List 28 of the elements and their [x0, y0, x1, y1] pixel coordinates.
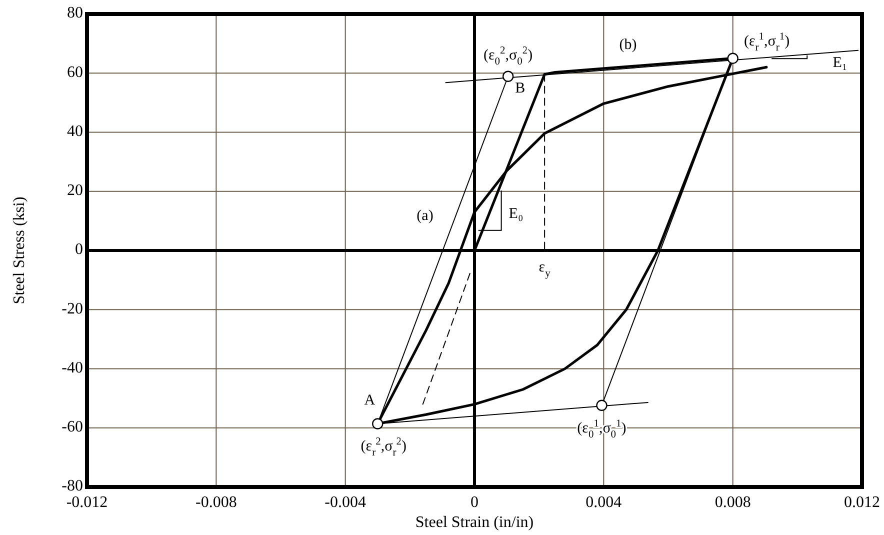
x-tick-label: 0.012: [844, 494, 880, 511]
x-axis-title: Steel Strain (in/in): [415, 514, 534, 531]
y-tick-label: -80: [62, 478, 83, 495]
y-tick-label: 40: [67, 122, 83, 140]
annotation: (ε$_{0}$$^{2}$,σ$_{0}$$^{2}$): [484, 45, 533, 68]
y-axis-title: Steel Stress (ksi): [11, 196, 28, 304]
annotation: A: [364, 393, 376, 410]
x-tick-label: -0.004: [324, 494, 366, 511]
annotation: E₀: [508, 206, 524, 222]
y-tick-label: -20: [62, 300, 83, 318]
y-tick-label: 0: [75, 241, 83, 258]
x-tick-label: 0.004: [586, 494, 622, 511]
annotation: B: [515, 80, 526, 97]
annotation: ε$_{y}$: [538, 260, 552, 280]
y-tick-label: -40: [62, 359, 83, 376]
y-tick-label: -60: [62, 418, 83, 436]
x-tick-label: -0.008: [196, 494, 237, 511]
y-tick-label: 60: [67, 64, 83, 81]
y-tick-label: 80: [67, 4, 83, 22]
annotation: E₁: [832, 55, 848, 72]
x-tick-label: 0.008: [714, 494, 751, 511]
annotation: (a): [416, 208, 434, 224]
annotation: (b): [619, 37, 637, 54]
y-tick-label: 20: [67, 182, 83, 200]
x-tick-label: -0.012: [66, 494, 108, 511]
x-tick-label: 0: [470, 494, 478, 511]
annotation: (ε$_{r}$$^{2}$,σ$_{r}$$^{2}$): [360, 436, 406, 459]
annotation: (ε$_{r}$$^{1}$,σ$_{r}$$^{1}$): [744, 31, 790, 54]
